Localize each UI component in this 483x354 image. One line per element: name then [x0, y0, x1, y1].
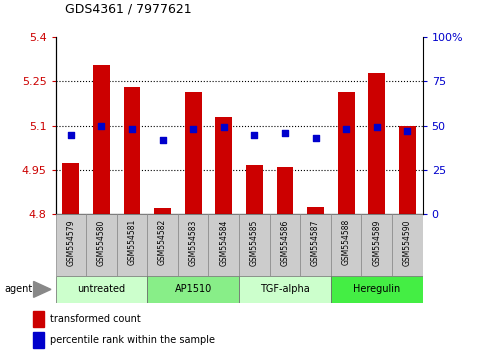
Text: GDS4361 / 7977621: GDS4361 / 7977621	[65, 3, 192, 16]
Bar	[307, 207, 324, 214]
Bar	[33, 311, 44, 327]
Bar	[93, 65, 110, 214]
Bar	[239, 214, 270, 276]
Point	[159, 137, 167, 143]
Text: agent: agent	[5, 284, 33, 295]
Bar	[117, 214, 147, 276]
Text: GSM554585: GSM554585	[250, 219, 259, 266]
Text: GSM554586: GSM554586	[281, 219, 289, 266]
Point	[189, 126, 197, 132]
Text: GSM554589: GSM554589	[372, 219, 381, 266]
Point	[67, 132, 75, 137]
Text: Heregulin: Heregulin	[353, 284, 400, 295]
Bar	[124, 87, 141, 214]
Bar	[209, 214, 239, 276]
Point	[128, 126, 136, 132]
Bar	[154, 208, 171, 214]
Bar	[185, 92, 201, 214]
Text: AP1510: AP1510	[174, 284, 212, 295]
Polygon shape	[34, 281, 51, 297]
Bar	[300, 214, 331, 276]
Text: GSM554582: GSM554582	[158, 219, 167, 266]
Bar	[399, 126, 416, 214]
Point	[220, 125, 227, 130]
Text: TGF-alpha: TGF-alpha	[260, 284, 310, 295]
Text: GSM554587: GSM554587	[311, 219, 320, 266]
Bar	[246, 165, 263, 214]
Bar	[56, 214, 86, 276]
Bar	[369, 73, 385, 214]
Text: percentile rank within the sample: percentile rank within the sample	[50, 335, 215, 345]
Bar	[331, 214, 361, 276]
Bar	[392, 214, 423, 276]
Point	[312, 135, 319, 141]
Text: GSM554580: GSM554580	[97, 219, 106, 266]
Bar	[270, 214, 300, 276]
Point	[342, 126, 350, 132]
Text: GSM554583: GSM554583	[189, 219, 198, 266]
Point	[281, 130, 289, 136]
Text: GSM554581: GSM554581	[128, 219, 137, 266]
Bar	[277, 167, 293, 214]
Text: transformed count: transformed count	[50, 314, 141, 324]
Text: GSM554588: GSM554588	[341, 219, 351, 266]
Text: untreated: untreated	[77, 284, 126, 295]
Bar	[338, 92, 355, 214]
Bar	[147, 214, 178, 276]
Bar	[62, 162, 79, 214]
Point	[251, 132, 258, 137]
Bar	[147, 276, 239, 303]
Bar	[56, 276, 147, 303]
Bar	[33, 331, 44, 348]
Bar	[331, 276, 423, 303]
Bar	[239, 276, 331, 303]
Text: GSM554584: GSM554584	[219, 219, 228, 266]
Point	[373, 125, 381, 130]
Bar	[86, 214, 117, 276]
Point	[403, 128, 411, 134]
Text: GSM554590: GSM554590	[403, 219, 412, 266]
Bar	[215, 117, 232, 214]
Bar	[178, 214, 209, 276]
Point	[98, 123, 105, 129]
Text: GSM554579: GSM554579	[66, 219, 75, 266]
Bar	[361, 214, 392, 276]
